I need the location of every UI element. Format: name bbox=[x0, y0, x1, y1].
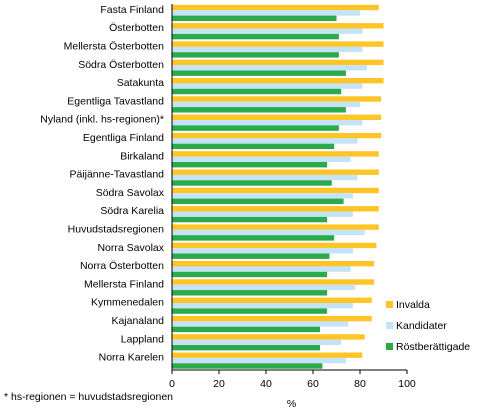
bar-invalda-1 bbox=[172, 23, 384, 29]
bar-invalda-14 bbox=[172, 261, 375, 267]
bar-r-stber-ttigade-8 bbox=[172, 162, 328, 168]
bar-kandidater-12 bbox=[172, 229, 365, 236]
bar-r-stber-ttigade-4 bbox=[172, 88, 342, 95]
category-label: Satakunta bbox=[117, 77, 164, 89]
category-label: Lappland bbox=[121, 333, 164, 345]
bar-kandidater-3 bbox=[172, 65, 368, 71]
category-label: Södra Savolax bbox=[96, 187, 165, 199]
bar-kandidater-6 bbox=[172, 120, 363, 126]
bar-kandidater-10 bbox=[172, 193, 353, 199]
bar-r-stber-ttigade-0 bbox=[172, 15, 337, 21]
category-label: Päijänne-Tavastland bbox=[69, 169, 164, 181]
bar-r-stber-ttigade-12 bbox=[172, 235, 335, 241]
bar-r-stber-ttigade-2 bbox=[172, 52, 339, 58]
bar-kandidater-7 bbox=[172, 138, 358, 144]
category-label: Mellersta Österbotten bbox=[64, 41, 165, 53]
category-label: Södra Österbotten bbox=[78, 59, 164, 71]
bar-r-stber-ttigade-9 bbox=[172, 180, 332, 186]
category-label: Nyland (inkl. hs-regionen)* bbox=[40, 114, 164, 126]
bar-invalda-7 bbox=[172, 132, 382, 139]
bar-kandidater-8 bbox=[172, 156, 351, 162]
bar-invalda-11 bbox=[172, 206, 379, 212]
bar-invalda-18 bbox=[172, 334, 365, 340]
category-label: Birkaland bbox=[120, 150, 164, 162]
bar-r-stber-ttigade-18 bbox=[172, 345, 321, 351]
x-tick-label: 80 bbox=[354, 378, 366, 390]
bar-kandidater-9 bbox=[172, 174, 358, 181]
bar-invalda-8 bbox=[172, 151, 379, 157]
bar-invalda-0 bbox=[172, 4, 379, 11]
bar-kandidater-19 bbox=[172, 357, 346, 364]
bar-invalda-13 bbox=[172, 242, 377, 249]
bar-r-stber-ttigade-14 bbox=[172, 271, 328, 278]
bar-kandidater-16 bbox=[172, 303, 353, 309]
footnote: * hs-regionen = huvudstadsregionen bbox=[4, 391, 173, 403]
bar-invalda-17 bbox=[172, 315, 372, 322]
bar-kandidater-14 bbox=[172, 266, 351, 272]
bar-r-stber-ttigade-19 bbox=[172, 363, 323, 369]
bar-kandidater-5 bbox=[172, 101, 360, 108]
bar-r-stber-ttigade-3 bbox=[172, 70, 346, 76]
bar-r-stber-ttigade-5 bbox=[172, 107, 346, 113]
bar-invalda-12 bbox=[172, 224, 379, 230]
category-label: Österbotten bbox=[109, 22, 164, 34]
bar-invalda-9 bbox=[172, 169, 379, 175]
bar-r-stber-ttigade-17 bbox=[172, 326, 321, 333]
bar-kandidater-2 bbox=[172, 46, 363, 53]
bar-r-stber-ttigade-15 bbox=[172, 290, 328, 296]
category-label: Norra Karelen bbox=[99, 352, 165, 364]
bar-r-stber-ttigade-6 bbox=[172, 125, 339, 131]
bar-invalda-19 bbox=[172, 352, 363, 358]
category-label: Egentliga Tavastland bbox=[67, 95, 164, 107]
legend-label: Invalda bbox=[396, 299, 430, 311]
bar-r-stber-ttigade-1 bbox=[172, 33, 339, 40]
category-label: Norra Savolax bbox=[97, 242, 164, 254]
bar-invalda-2 bbox=[172, 41, 384, 47]
bar-invalda-16 bbox=[172, 297, 372, 303]
bar-invalda-6 bbox=[172, 114, 382, 120]
legend-swatch bbox=[386, 343, 393, 350]
category-label: Norra Österbotten bbox=[80, 260, 164, 272]
bar-kandidater-1 bbox=[172, 28, 363, 34]
bar-r-stber-ttigade-7 bbox=[172, 143, 335, 150]
legend-label: Kandidater bbox=[396, 320, 447, 332]
bar-kandidater-4 bbox=[172, 83, 363, 89]
x-tick-label: 40 bbox=[260, 378, 272, 390]
legend: Invalda Kandidater Röstberättigade bbox=[386, 299, 470, 353]
bar-invalda-4 bbox=[172, 78, 384, 84]
bar-r-stber-ttigade-11 bbox=[172, 216, 328, 223]
bar-kandidater-15 bbox=[172, 284, 356, 291]
category-label: Huvudstadsregionen bbox=[68, 224, 164, 236]
bar-invalda-10 bbox=[172, 187, 379, 194]
x-tick-label: 0 bbox=[169, 378, 175, 390]
x-tick-label: 100 bbox=[398, 378, 416, 390]
bar-kandidater-18 bbox=[172, 339, 342, 345]
x-tick-label: 60 bbox=[307, 378, 319, 390]
bar-kandidater-0 bbox=[172, 10, 360, 16]
bar-kandidater-11 bbox=[172, 211, 353, 217]
bar-r-stber-ttigade-16 bbox=[172, 308, 328, 314]
category-label: Kajanaland bbox=[111, 315, 164, 327]
legend-label: Röstberättigade bbox=[396, 341, 470, 353]
bar-invalda-3 bbox=[172, 59, 384, 66]
category-label: Kymmenedalen bbox=[91, 297, 164, 309]
bar-invalda-5 bbox=[172, 96, 382, 102]
bar-invalda-15 bbox=[172, 279, 375, 285]
bar-r-stber-ttigade-10 bbox=[172, 198, 344, 204]
x-tick-label: 20 bbox=[213, 378, 225, 390]
bar-r-stber-ttigade-13 bbox=[172, 253, 330, 259]
bar-group bbox=[172, 4, 384, 369]
legend-swatch bbox=[386, 301, 393, 308]
category-label: Fasta Finland bbox=[100, 4, 164, 16]
category-labels: Fasta Finland Österbotten Mellersta Österb… bbox=[40, 4, 164, 364]
category-label: Södra Karelia bbox=[100, 205, 164, 217]
legend-swatch bbox=[386, 322, 393, 329]
category-label: Mellersta Finland bbox=[84, 278, 164, 290]
bar-kandidater-17 bbox=[172, 321, 349, 327]
x-axis-label: % bbox=[287, 398, 296, 410]
x-axis-ticks: 0 20 40 60 80 100 bbox=[169, 370, 416, 390]
bar-kandidater-13 bbox=[172, 248, 353, 254]
category-label: Egentliga Finland bbox=[83, 132, 164, 144]
